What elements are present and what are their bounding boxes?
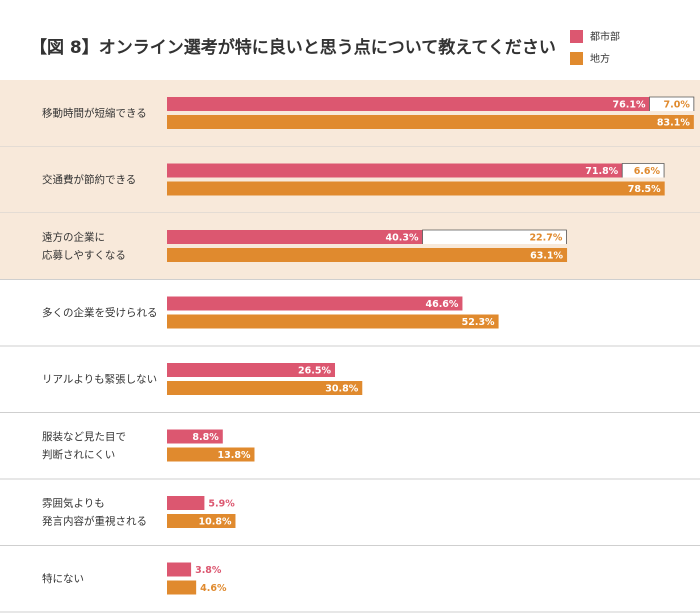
legend-label: 地方: [590, 52, 610, 65]
category-label: 雰囲気よりも発言内容が重視される: [42, 496, 147, 527]
category-line: 特にない: [42, 573, 84, 585]
bar: [167, 381, 363, 395]
category-line: 雰囲気よりも: [42, 496, 105, 509]
value-label: 63.1%: [530, 251, 563, 262]
category-label: 特にない: [42, 573, 84, 585]
category-line: 交通費が節約できる: [42, 173, 136, 186]
value-label: 4.6%: [200, 583, 227, 594]
row-highlight: [0, 80, 700, 147]
value-label: 5.9%: [208, 499, 235, 510]
bar: [167, 296, 463, 311]
category-line: リアルよりも緊張しない: [42, 373, 157, 385]
gap-box: [649, 97, 694, 111]
value-label: 8.8%: [192, 432, 219, 443]
bar: [167, 314, 499, 329]
bar: [167, 514, 236, 528]
bar: [167, 429, 223, 444]
value-label: 26.5%: [298, 366, 331, 377]
bar: [167, 447, 255, 462]
bar: [167, 163, 623, 178]
category-line: 発言内容が重視される: [42, 514, 147, 527]
bar: [167, 363, 336, 377]
bar: [167, 496, 205, 510]
value-label: 40.3%: [386, 233, 419, 244]
category-label: リアルよりも緊張しない: [42, 373, 157, 385]
bar: [167, 248, 568, 262]
gap-label: 22.7%: [529, 233, 562, 244]
value-label: 10.8%: [199, 517, 232, 528]
legend-swatch: [570, 52, 583, 65]
gap-bracket: [649, 96, 695, 111]
value-label: 71.8%: [585, 166, 618, 177]
category-line: 判断されにくい: [42, 448, 115, 461]
bar: [167, 562, 192, 577]
value-label: 13.8%: [218, 450, 251, 461]
gap-bracket: [621, 163, 665, 178]
bar: [167, 580, 197, 595]
value-label: 52.3%: [462, 317, 495, 328]
bar: [167, 115, 694, 129]
gap-box: [622, 163, 665, 178]
category-line: 服装など見た目で: [42, 430, 126, 443]
category-line: 移動時間が短縮できる: [42, 106, 147, 119]
bar: [167, 230, 423, 244]
bar: [167, 97, 650, 111]
legend-swatch: [570, 30, 583, 43]
gap-label: 7.0%: [663, 100, 690, 111]
category-label: 移動時間が短縮できる: [42, 106, 147, 119]
category-line: 応募しやすくなる: [42, 248, 126, 261]
category-label: 多くの企業を受けられる: [42, 306, 158, 319]
category-label: 服装など見た目で判断されにくい: [42, 430, 126, 461]
gap-bracket: [422, 229, 567, 244]
chart-title: 【図 8】オンライン選考が特に良いと思う点について教えてください: [30, 37, 556, 58]
row-highlight: [0, 213, 700, 280]
category-line: 多くの企業を受けられる: [42, 306, 158, 319]
value-label: 76.1%: [613, 100, 646, 111]
category-label: 遠方の企業に応募しやすくなる: [42, 230, 126, 261]
bar: [167, 181, 665, 196]
value-label: 78.5%: [628, 184, 661, 195]
row-highlight: [0, 146, 700, 213]
gap-box: [422, 230, 567, 244]
legend-label: 都市部: [590, 30, 620, 43]
value-label: 30.8%: [325, 384, 358, 395]
value-label: 3.8%: [195, 565, 222, 576]
category-label: 交通費が節約できる: [42, 173, 136, 186]
value-label: 83.1%: [657, 118, 690, 129]
gap-label: 6.6%: [634, 166, 661, 177]
category-line: 遠方の企業に: [42, 230, 105, 243]
value-label: 46.6%: [425, 299, 458, 310]
